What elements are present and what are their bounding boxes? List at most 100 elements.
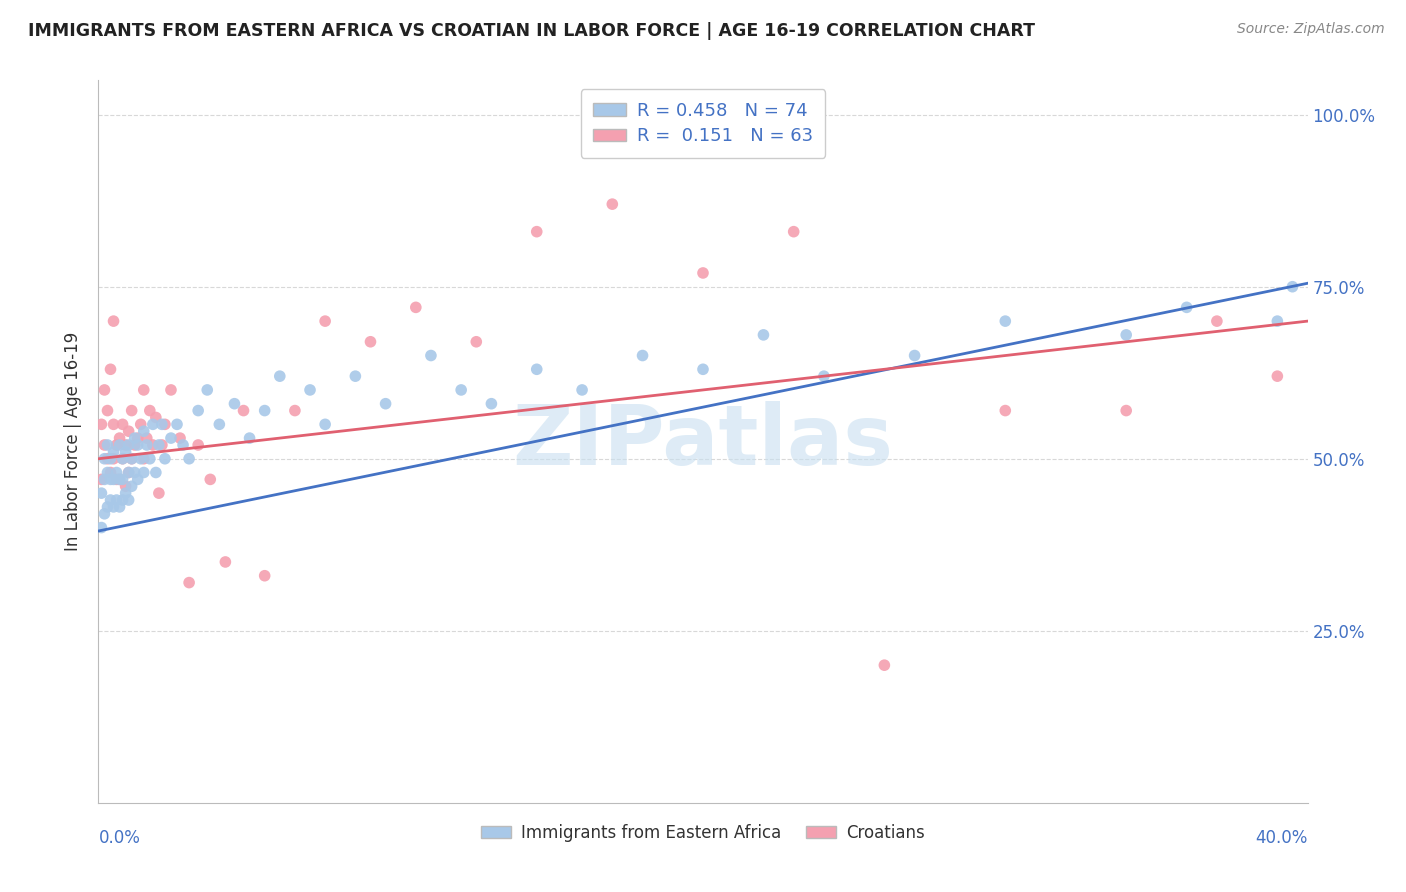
Point bbox=[179, 575, 201, 590]
Point bbox=[132, 383, 155, 397]
Point bbox=[124, 438, 146, 452]
Point bbox=[166, 417, 188, 432]
Point bbox=[904, 349, 927, 363]
Point bbox=[121, 479, 143, 493]
Point bbox=[1175, 301, 1198, 315]
Point bbox=[103, 500, 125, 514]
Point bbox=[450, 383, 472, 397]
Point bbox=[103, 417, 125, 432]
Point bbox=[145, 410, 167, 425]
Point bbox=[232, 403, 254, 417]
Point bbox=[1267, 314, 1289, 328]
Point bbox=[132, 466, 155, 480]
Point bbox=[153, 451, 176, 466]
Point bbox=[148, 486, 170, 500]
Point bbox=[118, 438, 141, 452]
Point bbox=[571, 383, 593, 397]
Point bbox=[150, 417, 173, 432]
Point bbox=[90, 472, 112, 486]
Point bbox=[299, 383, 322, 397]
Y-axis label: In Labor Force | Age 16-19: In Labor Force | Age 16-19 bbox=[65, 332, 83, 551]
Point bbox=[284, 403, 307, 417]
Point bbox=[103, 472, 125, 486]
Point bbox=[127, 472, 149, 486]
Point bbox=[1115, 327, 1137, 342]
Point bbox=[118, 493, 141, 508]
Point bbox=[187, 438, 209, 452]
Point bbox=[142, 417, 165, 432]
Point bbox=[224, 397, 246, 411]
Text: IMMIGRANTS FROM EASTERN AFRICA VS CROATIAN IN LABOR FORCE | AGE 16-19 CORRELATIO: IMMIGRANTS FROM EASTERN AFRICA VS CROATI… bbox=[28, 22, 1035, 40]
Point bbox=[108, 472, 131, 486]
Point bbox=[360, 334, 382, 349]
Point bbox=[127, 438, 149, 452]
Text: ZIPatlas: ZIPatlas bbox=[513, 401, 893, 482]
Text: 40.0%: 40.0% bbox=[1256, 829, 1308, 847]
Point bbox=[631, 349, 654, 363]
Point bbox=[96, 403, 118, 417]
Point bbox=[121, 451, 143, 466]
Point bbox=[1281, 279, 1303, 293]
Point bbox=[114, 479, 136, 493]
Point bbox=[314, 314, 336, 328]
Point bbox=[129, 417, 152, 432]
Point bbox=[465, 334, 488, 349]
Point bbox=[100, 493, 122, 508]
Point bbox=[105, 438, 128, 452]
Point bbox=[150, 438, 173, 452]
Point bbox=[1115, 403, 1137, 417]
Point bbox=[108, 472, 131, 486]
Point bbox=[118, 466, 141, 480]
Point bbox=[344, 369, 367, 384]
Point bbox=[93, 507, 115, 521]
Point bbox=[124, 431, 146, 445]
Point bbox=[111, 472, 134, 486]
Point bbox=[783, 225, 806, 239]
Point bbox=[108, 500, 131, 514]
Point bbox=[132, 451, 155, 466]
Point bbox=[813, 369, 835, 384]
Point bbox=[100, 362, 122, 376]
Point bbox=[118, 424, 141, 438]
Point bbox=[1206, 314, 1229, 328]
Point bbox=[105, 493, 128, 508]
Point bbox=[187, 403, 209, 417]
Point bbox=[692, 362, 714, 376]
Point bbox=[121, 403, 143, 417]
Point bbox=[90, 486, 112, 500]
Point bbox=[100, 466, 122, 480]
Point bbox=[195, 383, 218, 397]
Point bbox=[96, 451, 118, 466]
Point bbox=[994, 314, 1017, 328]
Point bbox=[179, 451, 201, 466]
Point bbox=[129, 451, 152, 466]
Point bbox=[752, 327, 775, 342]
Point bbox=[1267, 369, 1289, 384]
Point bbox=[93, 383, 115, 397]
Point bbox=[139, 403, 162, 417]
Point bbox=[208, 417, 231, 432]
Text: 0.0%: 0.0% bbox=[98, 829, 141, 847]
Point bbox=[103, 451, 125, 466]
Point bbox=[692, 266, 714, 280]
Point bbox=[114, 438, 136, 452]
Point bbox=[111, 417, 134, 432]
Point bbox=[114, 445, 136, 459]
Point bbox=[90, 417, 112, 432]
Point bbox=[103, 314, 125, 328]
Point bbox=[111, 451, 134, 466]
Point bbox=[526, 362, 548, 376]
Point bbox=[142, 438, 165, 452]
Point bbox=[374, 397, 396, 411]
Point bbox=[314, 417, 336, 432]
Point bbox=[118, 466, 141, 480]
Point bbox=[526, 225, 548, 239]
Point bbox=[214, 555, 236, 569]
Point bbox=[90, 520, 112, 534]
Point bbox=[111, 493, 134, 508]
Point bbox=[114, 486, 136, 500]
Point bbox=[93, 472, 115, 486]
Point bbox=[135, 438, 157, 452]
Point bbox=[93, 451, 115, 466]
Point bbox=[253, 403, 276, 417]
